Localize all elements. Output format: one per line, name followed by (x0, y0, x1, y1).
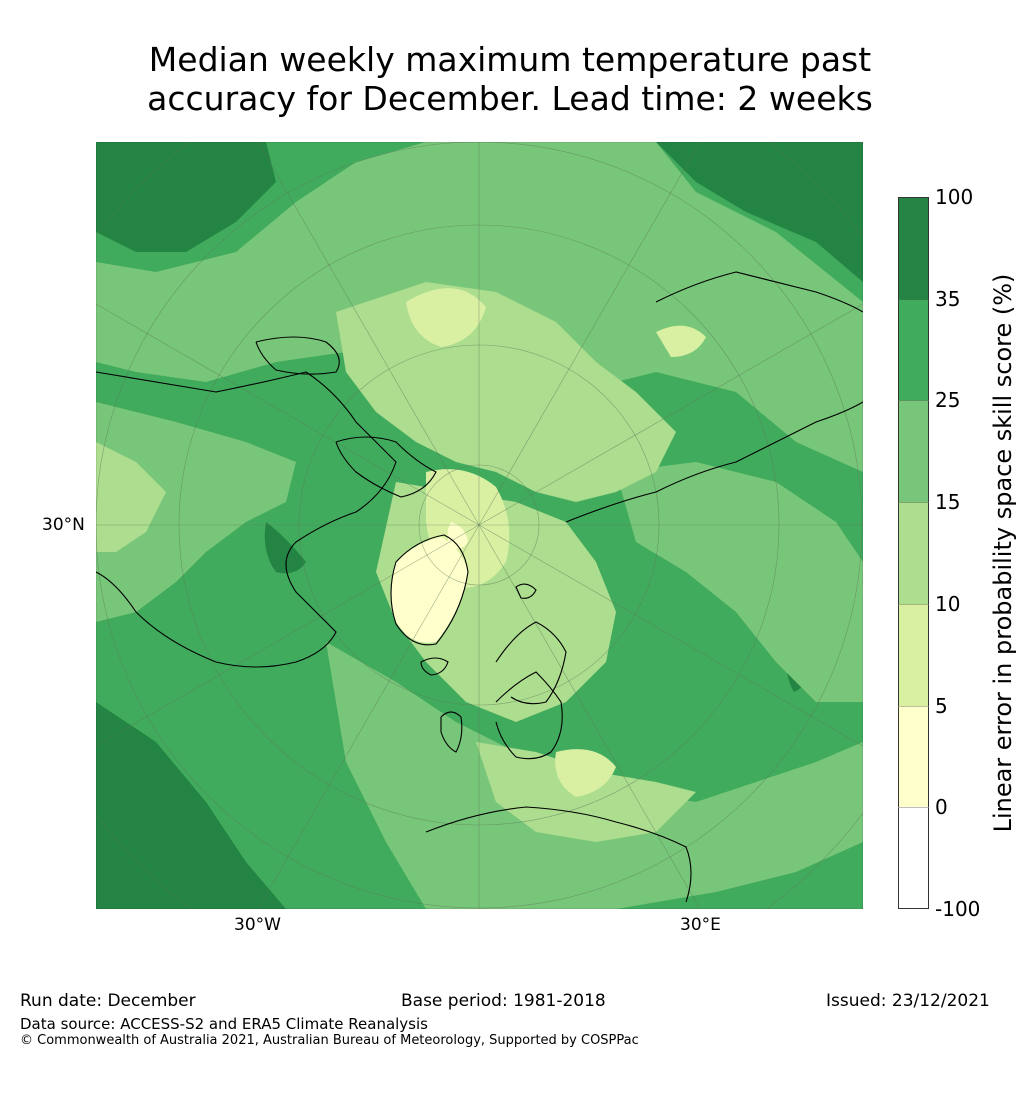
skill-region-medium-3 (326, 642, 863, 909)
skill-region-pale-3 (555, 749, 616, 797)
colorbar (898, 197, 929, 909)
colorbar-bin (898, 298, 929, 401)
coastline-greenland (390, 534, 469, 646)
colorbar-tick-label: 25 (935, 388, 961, 413)
title-line-1: Median weekly maximum temperature past (148, 40, 872, 79)
polar-skill-map (96, 142, 863, 909)
colorbar-tick-label: 100 (935, 185, 974, 209)
coastline-mediterranean (425, 806, 692, 903)
issued-date: Issued: 23/12/2021 (826, 991, 990, 1011)
run-date: Run date: December (20, 991, 196, 1011)
colorbar-bin (898, 400, 929, 503)
coastline-svalbard (515, 583, 537, 599)
colorbar-bin (898, 705, 929, 808)
graticule (96, 142, 863, 909)
longitude-label-30w: 30°W (234, 915, 281, 935)
coastline-arctic-islands (335, 436, 437, 498)
skill-region-dark-southwest (96, 702, 286, 909)
skill-region-medium-4 (616, 462, 863, 702)
skill-region-pale-1 (406, 288, 486, 347)
map-title: Median weekly maximum temperature past a… (0, 40, 1020, 118)
colorbar-bin (898, 502, 929, 604)
skill-region-medium-2 (96, 402, 296, 622)
colorbar-tick-label: -100 (935, 897, 981, 921)
longitude-label-30e: 30°E (680, 915, 721, 935)
skill-region-lowest-greenland (391, 537, 468, 643)
coastline-asia (565, 401, 863, 523)
colorbar-tick-label: 10 (935, 591, 961, 616)
data-source: Data source: ACCESS-S2 and ERA5 Climate … (20, 1015, 428, 1033)
coastline-siberia-east (655, 271, 863, 313)
colorbar-tick-label: 5 (935, 693, 948, 718)
copyright: © Commonwealth of Australia 2021, Austra… (20, 1033, 639, 1048)
skill-region-light-4 (96, 442, 166, 552)
coastline-uk (440, 711, 463, 753)
colorbar-tick-label: 35 (935, 286, 961, 311)
colorbar-tick-label: 0 (935, 795, 948, 820)
latitude-label-30n: 30°N (42, 515, 85, 535)
coastline-iceland (420, 657, 449, 676)
skill-region-lowest-pole (447, 522, 468, 549)
coastline-alaska (255, 336, 340, 375)
title-line-2: accuracy for December. Lead time: 2 week… (147, 79, 873, 118)
coastline-europe (495, 671, 563, 760)
colorbar-bin (898, 603, 929, 706)
colorbar-title: Linear error in probability space skill … (989, 273, 1017, 833)
colorbar-bin (898, 807, 929, 909)
coastlines (96, 271, 863, 903)
colorbar-tick-label: 15 (935, 490, 961, 515)
skill-region-dark-northwest (96, 142, 276, 252)
skill-region-pale-4 (656, 325, 706, 357)
base-period: Base period: 1981-2018 (401, 991, 606, 1011)
skill-region-light-1 (336, 282, 676, 502)
coastline-scandinavia (495, 621, 567, 705)
colorbar-bin (898, 197, 929, 299)
coastline-north-america (96, 371, 397, 668)
skill-region-dark-atlantic (264, 522, 306, 574)
skill-region-dark-northeast (656, 142, 863, 282)
